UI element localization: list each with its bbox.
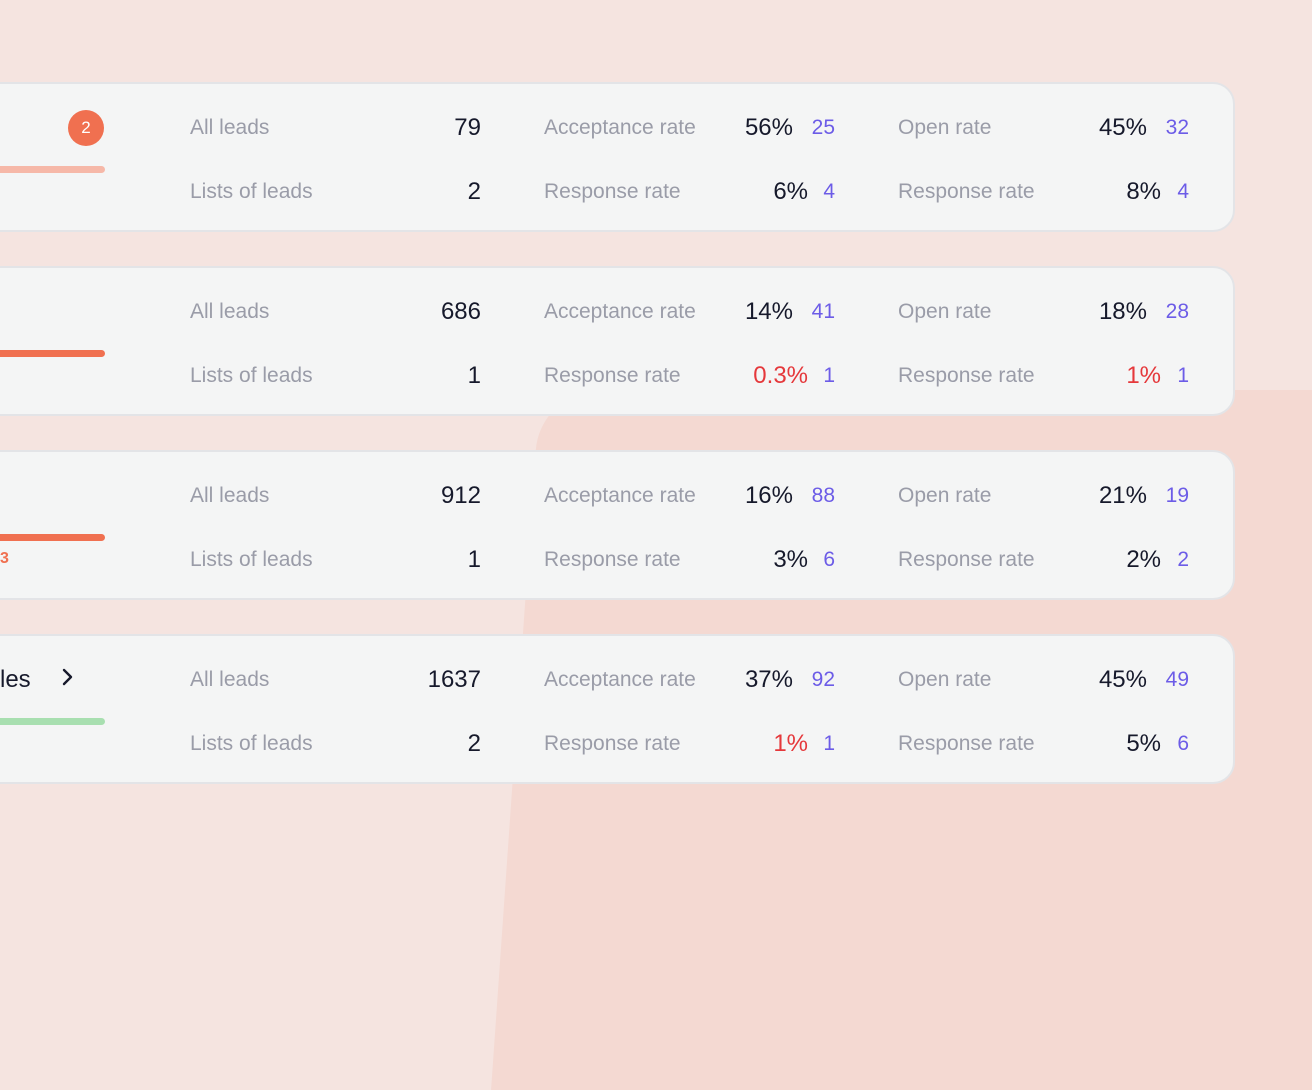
email-response-count[interactable]: 4: [1177, 180, 1189, 203]
acceptance-rate-value: 56%: [744, 114, 793, 141]
all-leads-label: All leads: [190, 300, 270, 323]
open-count[interactable]: 32: [1165, 116, 1189, 139]
open-rate-label: Open rate: [898, 300, 992, 323]
response-rate-value: 0.3%: [753, 362, 808, 389]
email-response-rate-label: Response rate: [898, 180, 1035, 203]
campaign-progress-bar: [0, 350, 105, 357]
email-response-rate-label: Response rate: [898, 548, 1035, 571]
open-rate-value: 21%: [1098, 482, 1147, 509]
response-rate-label: Response rate: [544, 548, 681, 571]
all-leads-label: All leads: [190, 116, 270, 139]
open-count[interactable]: 19: [1165, 484, 1189, 507]
open-rate-label: Open rate: [898, 484, 992, 507]
all-leads-label: All leads: [190, 668, 270, 691]
acceptance-count[interactable]: 88: [811, 484, 835, 507]
campaign-card[interactable]: les All leads 1637 Lists of leads 2 Acce…: [0, 634, 1235, 784]
email-response-rate-value: 5%: [1126, 730, 1161, 757]
campaign-card[interactable]: 3 All leads 912 Lists of leads 1 Accepta…: [0, 450, 1235, 600]
acceptance-count[interactable]: 25: [811, 116, 835, 139]
response-rate-label: Response rate: [544, 364, 681, 387]
lists-of-leads-label: Lists of leads: [190, 364, 313, 387]
chevron-right-icon[interactable]: [56, 666, 78, 688]
response-count[interactable]: 6: [823, 548, 835, 571]
response-count[interactable]: 4: [823, 180, 835, 203]
response-rate-label: Response rate: [544, 732, 681, 755]
email-response-count[interactable]: 1: [1177, 364, 1189, 387]
open-count[interactable]: 49: [1165, 668, 1189, 691]
email-response-rate-label: Response rate: [898, 732, 1035, 755]
acceptance-rate-label: Acceptance rate: [544, 116, 696, 139]
open-rate-value: 45%: [1098, 114, 1147, 141]
acceptance-rate-value: 37%: [744, 666, 793, 693]
acceptance-rate-label: Acceptance rate: [544, 484, 696, 507]
acceptance-rate-label: Acceptance rate: [544, 668, 696, 691]
campaign-progress-bar: [0, 718, 105, 725]
campaign-title[interactable]: les: [0, 666, 31, 693]
email-response-rate-value: 8%: [1126, 178, 1161, 205]
acceptance-count[interactable]: 92: [811, 668, 835, 691]
response-rate-value: 1%: [773, 730, 808, 757]
lists-of-leads-value: 1: [467, 362, 481, 389]
all-leads-value: 912: [440, 482, 481, 509]
open-rate-value: 18%: [1098, 298, 1147, 325]
email-response-count[interactable]: 6: [1177, 732, 1189, 755]
acceptance-rate-value: 14%: [744, 298, 793, 325]
open-rate-label: Open rate: [898, 668, 992, 691]
lists-of-leads-value: 2: [467, 178, 481, 205]
open-rate-label: Open rate: [898, 116, 992, 139]
email-response-rate-value: 1%: [1126, 362, 1161, 389]
email-response-rate-value: 2%: [1126, 546, 1161, 573]
all-leads-value: 1637: [427, 666, 481, 693]
acceptance-count[interactable]: 41: [811, 300, 835, 323]
open-count[interactable]: 28: [1165, 300, 1189, 323]
response-count[interactable]: 1: [823, 732, 835, 755]
email-response-rate-label: Response rate: [898, 364, 1035, 387]
response-rate-label: Response rate: [544, 180, 681, 203]
response-rate-value: 6%: [773, 178, 808, 205]
response-count[interactable]: 1: [823, 364, 835, 387]
campaign-progress-bar: [0, 166, 105, 173]
response-rate-value: 3%: [773, 546, 808, 573]
all-leads-value: 79: [454, 114, 481, 141]
progress-caption: 3: [0, 550, 9, 567]
email-response-count[interactable]: 2: [1177, 548, 1189, 571]
campaign-card[interactable]: All leads 686 Lists of leads 1 Acceptanc…: [0, 266, 1235, 416]
campaign-progress-bar: [0, 534, 105, 541]
acceptance-rate-label: Acceptance rate: [544, 300, 696, 323]
lists-of-leads-value: 2: [467, 730, 481, 757]
lists-of-leads-value: 1: [467, 546, 481, 573]
lists-of-leads-label: Lists of leads: [190, 732, 313, 755]
acceptance-rate-value: 16%: [744, 482, 793, 509]
all-leads-label: All leads: [190, 484, 270, 507]
all-leads-value: 686: [440, 298, 481, 325]
lists-of-leads-label: Lists of leads: [190, 180, 313, 203]
open-rate-value: 45%: [1098, 666, 1147, 693]
campaign-card[interactable]: 2 All leads 79 Lists of leads 2 Acceptan…: [0, 82, 1235, 232]
lists-of-leads-label: Lists of leads: [190, 548, 313, 571]
notification-badge: 2: [68, 110, 104, 146]
